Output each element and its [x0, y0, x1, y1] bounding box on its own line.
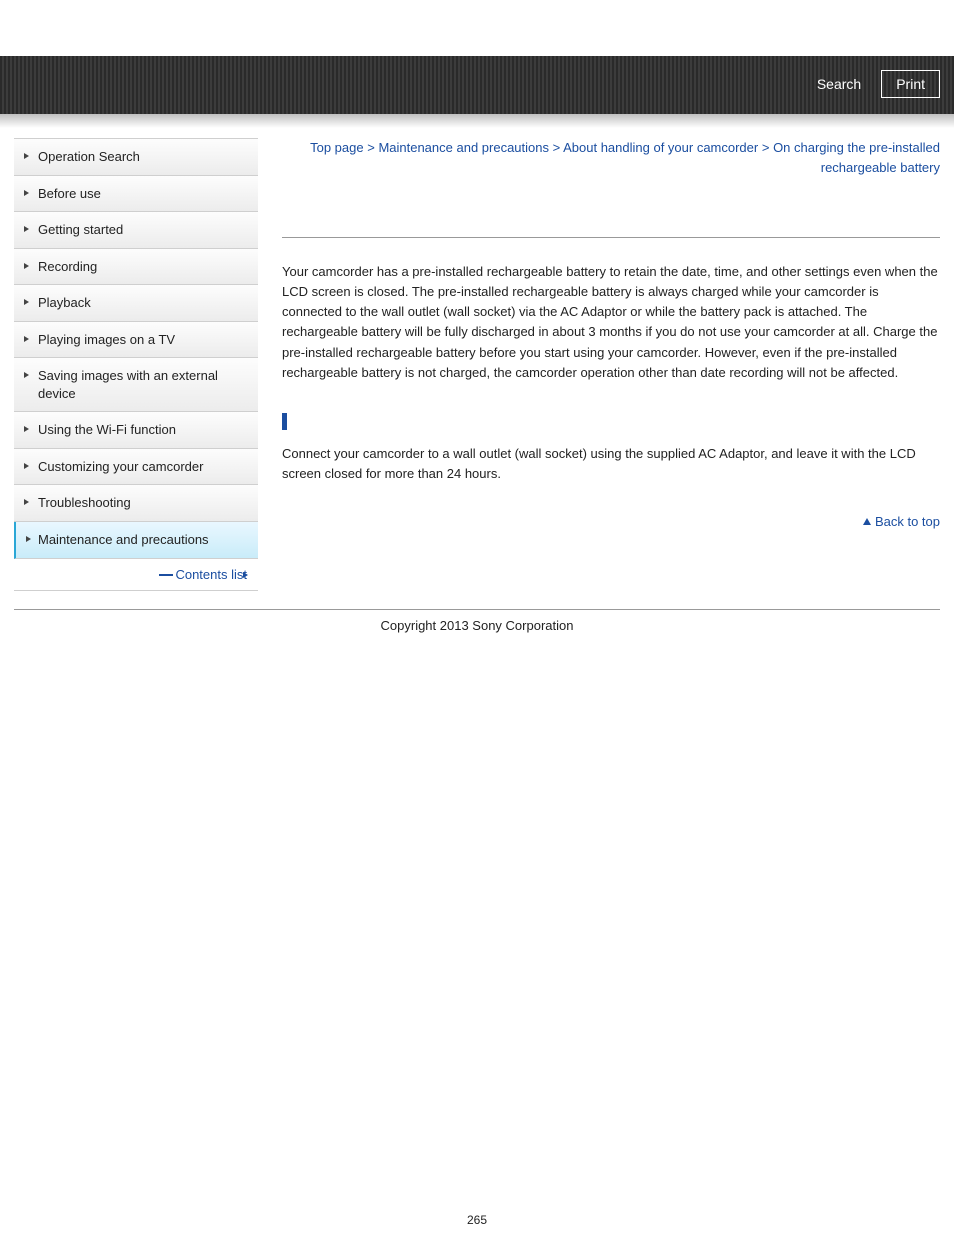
search-link[interactable]: Search: [807, 70, 871, 98]
sidebar: Operation Search Before use Getting star…: [14, 138, 258, 591]
breadcrumb: Top page > Maintenance and precautions >…: [282, 138, 940, 177]
contents-list-link[interactable]: Contents list: [159, 567, 252, 582]
nav-label: Maintenance and precautions: [38, 532, 209, 547]
header-actions: Search Print: [807, 70, 940, 98]
nav-label: Before use: [38, 186, 101, 201]
nav-label: Getting started: [38, 222, 123, 237]
main-content: Top page > Maintenance and precautions >…: [282, 138, 940, 591]
header-bar: Search Print: [0, 56, 954, 114]
print-button[interactable]: Print: [881, 70, 940, 98]
nav-list: Operation Search Before use Getting star…: [14, 138, 258, 559]
breadcrumb-top-page[interactable]: Top page: [310, 140, 364, 155]
nav-item-customizing[interactable]: Customizing your camcorder: [14, 449, 258, 486]
nav-item-playback[interactable]: Playback: [14, 285, 258, 322]
footer: Copyright 2013 Sony Corporation: [14, 609, 940, 633]
contents-link-row: Contents list: [14, 559, 258, 591]
breadcrumb-current[interactable]: On charging the pre-installed rechargeab…: [773, 140, 940, 175]
breadcrumb-sep: >: [549, 140, 563, 155]
nav-label: Recording: [38, 259, 97, 274]
nav-item-operation-search[interactable]: Operation Search: [14, 139, 258, 176]
nav-label: Playback: [38, 295, 91, 310]
back-to-top-link[interactable]: Back to top: [863, 514, 940, 529]
nav-item-getting-started[interactable]: Getting started: [14, 212, 258, 249]
copyright-text: Copyright 2013 Sony Corporation: [381, 618, 574, 633]
breadcrumb-maintenance[interactable]: Maintenance and precautions: [378, 140, 549, 155]
nav-item-playing-tv[interactable]: Playing images on a TV: [14, 322, 258, 359]
nav-item-wifi[interactable]: Using the Wi-Fi function: [14, 412, 258, 449]
nav-item-before-use[interactable]: Before use: [14, 176, 258, 213]
page-wrap: Operation Search Before use Getting star…: [0, 114, 954, 601]
breadcrumb-sep: >: [758, 140, 773, 155]
nav-label: Saving images with an external device: [38, 368, 218, 401]
nav-item-saving-images[interactable]: Saving images with an external device: [14, 358, 258, 412]
section-accent-bar: [282, 413, 287, 430]
back-to-top-row: Back to top: [282, 514, 940, 529]
nav-item-troubleshooting[interactable]: Troubleshooting: [14, 485, 258, 522]
paragraph-instructions: Connect your camcorder to a wall outlet …: [282, 444, 940, 484]
nav-label: Customizing your camcorder: [38, 459, 203, 474]
nav-label: Using the Wi-Fi function: [38, 422, 176, 437]
paragraph-intro: Your camcorder has a pre-installed recha…: [282, 262, 940, 383]
nav-label: Operation Search: [38, 149, 140, 164]
breadcrumb-sep: >: [364, 140, 379, 155]
breadcrumb-about-handling[interactable]: About handling of your camcorder: [563, 140, 758, 155]
nav-label: Playing images on a TV: [38, 332, 175, 347]
nav-item-recording[interactable]: Recording: [14, 249, 258, 286]
divider: [282, 237, 940, 238]
nav-item-maintenance[interactable]: Maintenance and precautions: [14, 522, 258, 559]
page-number: 265: [0, 1213, 954, 1247]
nav-label: Troubleshooting: [38, 495, 131, 510]
